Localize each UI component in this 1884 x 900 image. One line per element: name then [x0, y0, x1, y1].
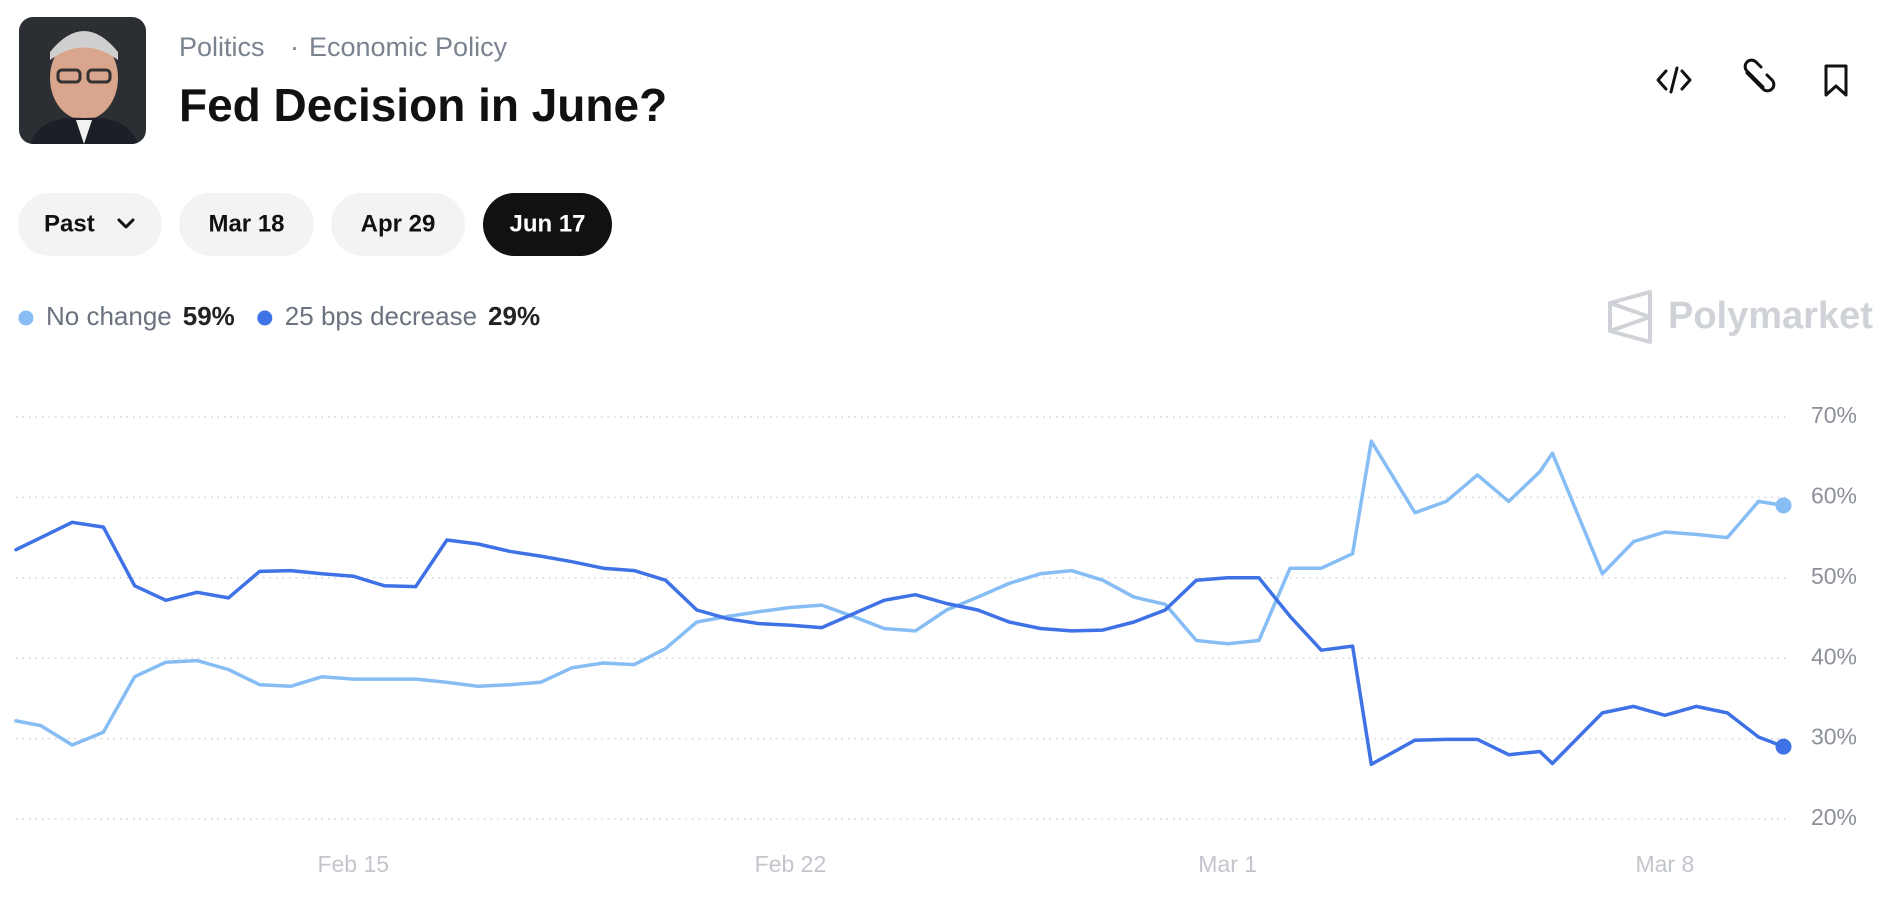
embed-icon[interactable] [1656, 66, 1692, 94]
x-tick-label: Mar 8 [1635, 851, 1694, 877]
tab[interactable]: Apr 29 [331, 193, 465, 256]
y-tick-label: 60% [1811, 482, 1857, 508]
current-value-dot [1775, 497, 1792, 514]
y-tick-label: 40% [1811, 643, 1857, 669]
dropdown-chevron [117, 218, 135, 229]
series-line [14, 520, 1786, 767]
tab-label: Past [44, 210, 95, 237]
bookmark-icon[interactable] [1824, 64, 1848, 97]
y-tick-label: 30% [1811, 724, 1857, 750]
tab-label: Apr 29 [361, 210, 436, 237]
brand-watermark: Polymarket [1608, 290, 1873, 344]
market-title: Fed Decision in June? [179, 79, 667, 131]
tab-background [483, 193, 612, 256]
y-tick-label: 50% [1811, 563, 1857, 589]
legend-item: No change 59% [18, 301, 235, 331]
legend-swatch [18, 310, 34, 326]
series-line [14, 439, 1786, 747]
breadcrumb-separator: · [290, 32, 299, 62]
market-image [19, 17, 146, 144]
tab-background [18, 193, 162, 256]
breadcrumb-subcategory[interactable]: Economic Policy [309, 32, 508, 62]
y-tick-label: 70% [1811, 402, 1857, 428]
x-tick-label: Mar 1 [1198, 851, 1257, 877]
y-tick-label: 20% [1811, 804, 1857, 830]
legend-item: 25 bps decrease 29% [257, 301, 540, 331]
link-icon[interactable] [1743, 58, 1776, 93]
tab[interactable]: Jun 17 [483, 193, 612, 256]
tab-background [331, 193, 465, 256]
tab-label: Jun 17 [509, 210, 585, 237]
tab-bar: Past Mar 18 Apr 29 Jun 17 [18, 193, 612, 256]
legend: No change 59% 25 bps decrease 29% [18, 301, 540, 331]
breadcrumb-category[interactable]: Politics [179, 32, 265, 62]
tab[interactable]: Past [18, 193, 162, 256]
legend-value: 59% [183, 301, 235, 331]
x-tick-label: Feb 22 [755, 851, 827, 877]
legend-name: No change [46, 301, 172, 331]
legend-swatch [257, 310, 273, 326]
tab-label: Mar 18 [208, 210, 284, 237]
brand-name: Polymarket [1668, 295, 1873, 337]
current-value-dot [1775, 738, 1792, 755]
x-tick-label: Feb 15 [317, 851, 389, 877]
legend-value: 29% [488, 301, 540, 331]
tab[interactable]: Mar 18 [179, 193, 314, 256]
chart: 20% 30% 40% 50% 60% 70% Feb 15 Feb 22 Mar 1 Mar 8 [14, 402, 1857, 877]
tab-background [179, 193, 314, 256]
legend-name: 25 bps decrease [285, 301, 477, 331]
